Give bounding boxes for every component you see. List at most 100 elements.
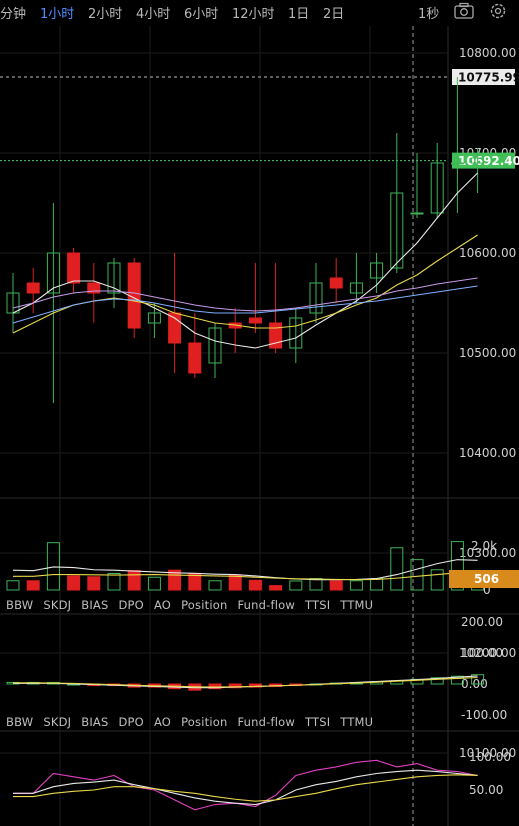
timeframe-tab-4[interactable]: 6小时 — [184, 7, 219, 22]
candle-body — [349, 282, 363, 294]
candle-body — [450, 162, 464, 165]
indicator-tab-bias[interactable]: BIAS — [81, 715, 109, 729]
indicator-tabs-2: BBW SKDJ BIAS DPO AO Position Fund-flow TTSI TTM… — [6, 715, 383, 729]
volume-bar — [450, 541, 464, 591]
volume-tick: 0 — [483, 583, 491, 597]
osc2-line — [13, 769, 478, 806]
volume-bar — [6, 580, 20, 591]
osc-bar — [248, 683, 262, 688]
camera-icon[interactable] — [453, 1, 475, 21]
timeframe-tab-3[interactable]: 4小时 — [136, 7, 171, 22]
osc-tick: -100.00 — [461, 708, 507, 722]
osc-line — [13, 676, 478, 688]
osc-bar — [450, 675, 464, 685]
settings-icon[interactable] — [487, 1, 509, 21]
indicator-tab-fund-flow[interactable]: Fund-flow — [237, 715, 295, 729]
moving-average-line — [12, 234, 478, 334]
candle-body — [410, 212, 424, 215]
indicator-tab-ttsi[interactable]: TTSI — [304, 598, 331, 612]
volume-badge — [449, 570, 519, 588]
indicator-tab-position[interactable]: Position — [181, 598, 228, 612]
indicator-tab-bias[interactable]: BIAS — [81, 598, 109, 612]
volume-bar — [370, 578, 384, 591]
moving-average-line — [12, 172, 478, 349]
candle-body — [46, 252, 60, 294]
volume-bar — [269, 585, 283, 591]
candle-body — [188, 342, 202, 374]
osc-line — [13, 675, 478, 689]
candle-body — [248, 317, 262, 324]
timeframe-toolbar: 分钟 1小时 2小时 4小时 6小时 12小时 1日 2日 1秒 — [0, 0, 519, 24]
volume-bar — [46, 542, 60, 591]
volume-bar — [67, 575, 81, 591]
osc2-line — [13, 774, 478, 802]
volume-bar — [309, 578, 323, 591]
indicator-tabs-1: BBW SKDJ BIAS DPO AO Position Fund-flow TTSI TTM… — [6, 598, 383, 612]
volume-bar — [390, 547, 404, 591]
osc-tick: 100.00 — [461, 646, 503, 660]
indicator-tab-ao[interactable]: AO — [153, 598, 172, 612]
timeframe-tab-2[interactable]: 2小时 — [88, 7, 123, 22]
timeframe-tab-7[interactable]: 2日 — [323, 7, 345, 22]
candle-body — [87, 282, 101, 294]
volume-bar — [329, 580, 343, 591]
indicator-tab-ttsi[interactable]: TTSI — [304, 715, 331, 729]
high-price-badge — [452, 69, 515, 86]
timeframe-tab-0[interactable]: 分钟 — [0, 7, 27, 22]
indicator-tab-bbw[interactable]: BBW — [6, 598, 34, 612]
price-tick: 10300.00 — [459, 546, 516, 560]
candle-body — [309, 282, 323, 314]
indicator-tab-ttmu[interactable]: TTMU — [340, 715, 374, 729]
timeframe-tab-6[interactable]: 1日 — [288, 7, 310, 22]
volume-ma-line — [12, 559, 478, 581]
moving-average-line — [12, 285, 478, 324]
indicator-tab-dpo[interactable]: DPO — [118, 598, 144, 612]
candle-body — [289, 317, 303, 349]
candle-body — [329, 277, 343, 289]
volume-bar — [87, 576, 101, 591]
candle-body — [430, 162, 444, 214]
volume-bar — [248, 579, 262, 591]
price-chart[interactable]: 10800.0010700.0010600.0010500.0010400.00… — [0, 26, 519, 826]
candle-body — [370, 262, 384, 279]
price-tick: 10200.00 — [459, 646, 516, 660]
price-tick: 10100.00 — [459, 746, 516, 760]
moving-average-line — [12, 277, 478, 312]
osc-bar — [430, 677, 444, 685]
interval-label[interactable]: 1秒 — [418, 7, 440, 22]
timeframe-tab-5[interactable]: 12小时 — [232, 7, 275, 22]
indicator-tab-skdj[interactable]: SKDJ — [43, 598, 72, 612]
osc-tick: 200.00 — [461, 615, 503, 629]
indicator-tab-ttmu[interactable]: TTMU — [340, 598, 374, 612]
volume-tick: 2.0k — [471, 539, 497, 553]
indicator-tab-fund-flow[interactable]: Fund-flow — [237, 598, 295, 612]
volume-bar — [107, 573, 121, 591]
osc-bar — [228, 683, 242, 689]
timeframe-tab-1[interactable]: 1小时 — [40, 7, 75, 22]
indicator-tab-bbw[interactable]: BBW — [6, 715, 34, 729]
osc2-tick: 100.00 — [469, 750, 511, 764]
candle-body — [208, 327, 222, 364]
indicator-tab-skdj[interactable]: SKDJ — [43, 715, 72, 729]
volume-bar — [410, 559, 424, 591]
candle-body — [390, 192, 404, 269]
volume-bar — [147, 576, 161, 591]
volume-current-label: 506 — [474, 572, 499, 586]
price-tick: 10600.00 — [459, 246, 516, 260]
osc2-tick: 50.00 — [469, 783, 503, 797]
indicator-tab-position[interactable]: Position — [181, 715, 228, 729]
volume-bar — [349, 580, 363, 591]
osc-bar — [471, 674, 485, 685]
indicator-tab-ao[interactable]: AO — [153, 715, 172, 729]
volume-bar — [208, 580, 222, 591]
volume-ma-line — [13, 572, 478, 581]
candle-body — [147, 312, 161, 324]
volume-bar — [289, 580, 303, 591]
indicator-tab-dpo[interactable]: DPO — [118, 715, 144, 729]
candle-body — [107, 262, 121, 294]
volume-bar — [127, 570, 141, 591]
volume-bar — [188, 573, 202, 591]
current-price-label: 10692.40 — [458, 154, 519, 168]
osc2-line — [13, 759, 478, 811]
candle-body — [26, 282, 40, 294]
